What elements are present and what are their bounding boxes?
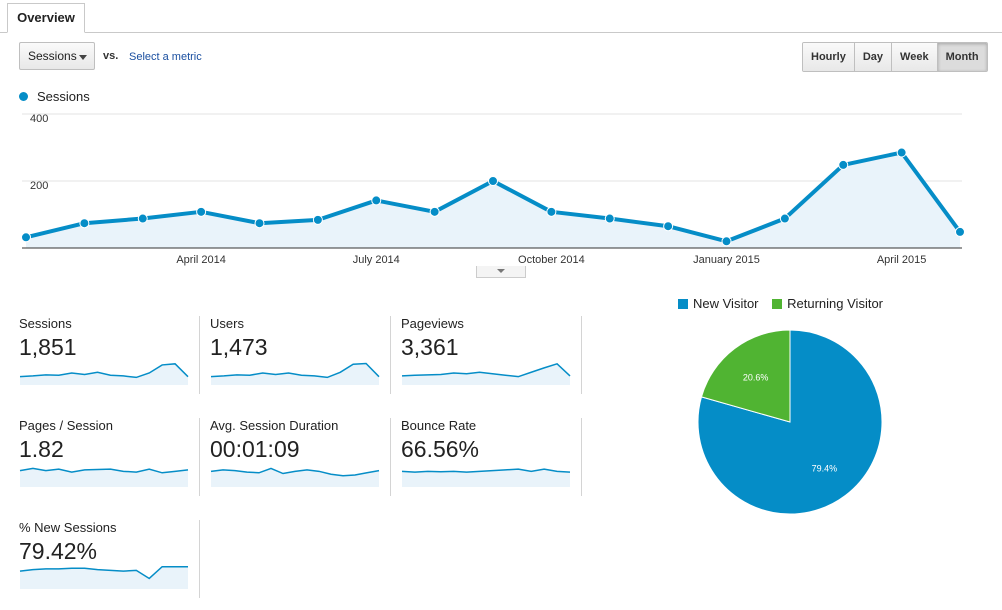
legend-swatch-icon	[678, 299, 688, 309]
sparkline-area	[20, 566, 188, 589]
sessions-data-point[interactable]	[721, 236, 732, 247]
x-tick-label: April 2014	[176, 254, 226, 266]
pie-legend-new-visitor-label: New Visitor	[693, 296, 759, 311]
pie-slice-label: 20.6%	[743, 372, 769, 382]
metric-label: Bounce Rate	[401, 418, 477, 433]
sessions-data-point[interactable]	[312, 214, 323, 225]
granularity-day-button[interactable]: Day	[854, 43, 893, 71]
sessions-data-point[interactable]	[488, 176, 498, 186]
sessions-data-point[interactable]	[896, 147, 907, 158]
granularity-toggle: Hourly Day Week Month	[802, 42, 988, 72]
pie-legend-returning-visitor: Returning Visitor	[772, 296, 883, 311]
sessions-data-point[interactable]	[779, 213, 790, 224]
x-tick-label: October 2014	[518, 254, 585, 266]
sparkline-area	[402, 363, 570, 385]
sessions-data-point[interactable]	[21, 232, 31, 243]
metric-tile[interactable]: Pageviews 3,361	[401, 316, 582, 394]
metric-sparkline	[401, 362, 571, 385]
metric-value: 79.42%	[19, 538, 98, 564]
metric-tile[interactable]: Avg. Session Duration 00:01:09	[210, 418, 391, 496]
metric-sparkline	[401, 468, 571, 487]
metric-value: 3,361	[401, 334, 459, 360]
pie-slice-new-visitor[interactable]	[697, 329, 883, 515]
metric-value: 66.56%	[401, 436, 480, 462]
metric-label: Avg. Session Duration	[210, 418, 339, 433]
sparkline-line	[19, 565, 188, 580]
sparkline-line	[210, 362, 380, 379]
sessions-data-point[interactable]	[604, 213, 615, 224]
metric-select[interactable]: Sessions	[19, 42, 95, 70]
chart-collapse-handle[interactable]	[476, 266, 526, 278]
metric-sparkline	[210, 467, 380, 487]
y-tick-label: 400	[30, 113, 48, 125]
sparkline-line	[19, 363, 189, 379]
x-tick-label: April 2015	[877, 254, 927, 266]
metric-tile[interactable]: % New Sessions 79.42%	[19, 520, 200, 598]
sessions-line-chart: 200 400 April 2014 July 2014 October 2014 Jan…	[21, 113, 965, 266]
pie-legend: New Visitor Returning Visitor	[678, 296, 893, 311]
sessions-data-point[interactable]	[429, 206, 440, 217]
sessions-data-point[interactable]	[371, 195, 382, 206]
granularity-hourly-button[interactable]: Hourly	[803, 43, 855, 71]
metric-sparkline	[19, 565, 188, 589]
sparkline-line	[19, 467, 189, 474]
sessions-data-point[interactable]	[838, 159, 849, 170]
sparkline-area	[402, 469, 570, 487]
main-chart-legend: Sessions	[19, 89, 90, 104]
metric-select-value: Sessions	[28, 49, 77, 63]
granularity-week-button[interactable]: Week	[892, 43, 938, 71]
metric-label: Pageviews	[401, 316, 464, 331]
pie-legend-returning-visitor-label: Returning Visitor	[787, 296, 884, 311]
pie-slice-returning-visitor[interactable]	[700, 329, 791, 423]
sessions-data-point[interactable]	[254, 218, 265, 229]
sparkline-line	[210, 467, 380, 477]
sessions-area	[26, 152, 960, 248]
legend-swatch-icon	[772, 299, 783, 309]
sessions-legend-dot-icon	[19, 92, 28, 101]
metric-label: Pages / Session	[19, 418, 113, 433]
tab-bar: Overview	[0, 0, 1002, 33]
x-tick-label: July 2014	[353, 254, 400, 266]
pie-slice-label: 79.4%	[812, 464, 838, 474]
visitor-pie-chart: 79.4% 20.6%	[697, 329, 883, 515]
sparkline-area	[20, 468, 188, 487]
x-tick-label: January 2015	[693, 254, 760, 266]
metric-label: Sessions	[19, 316, 72, 331]
metric-label: % New Sessions	[19, 520, 117, 535]
select-metric-link[interactable]: Select a metric	[129, 51, 202, 63]
metric-tile[interactable]: Sessions 1,851	[19, 316, 200, 394]
vs-label: vs.	[103, 50, 119, 62]
sessions-data-point[interactable]	[137, 213, 148, 224]
chevron-down-icon	[79, 55, 87, 60]
tab-overview[interactable]: Overview	[7, 3, 85, 33]
metric-value: 1,473	[210, 334, 268, 360]
sessions-data-point[interactable]	[546, 206, 557, 217]
pie-legend-new-visitor: New Visitor	[678, 296, 759, 311]
sessions-data-point[interactable]	[196, 206, 207, 217]
sparkline-line	[401, 362, 571, 378]
metric-tile[interactable]: Pages / Session 1.82	[19, 418, 200, 496]
metric-sparkline	[19, 467, 189, 487]
y-tick-label: 200	[30, 180, 48, 192]
metric-value: 1,851	[19, 334, 77, 360]
metric-label: Users	[210, 316, 244, 331]
metric-tile[interactable]: Users 1,473	[210, 316, 391, 394]
granularity-month-button[interactable]: Month	[937, 43, 987, 71]
collapse-arrow-icon	[497, 269, 505, 273]
metric-sparkline	[19, 363, 189, 385]
main-chart-legend-label: Sessions	[37, 89, 90, 104]
sessions-data-point[interactable]	[663, 221, 674, 232]
metric-tile[interactable]: Bounce Rate 66.56%	[401, 418, 582, 496]
metric-value: 1.82	[19, 436, 64, 462]
sessions-data-point[interactable]	[79, 218, 90, 229]
metric-sparkline	[210, 362, 380, 385]
sparkline-line	[401, 468, 571, 473]
sessions-data-point[interactable]	[955, 226, 965, 237]
metric-value: 00:01:09	[210, 436, 300, 462]
